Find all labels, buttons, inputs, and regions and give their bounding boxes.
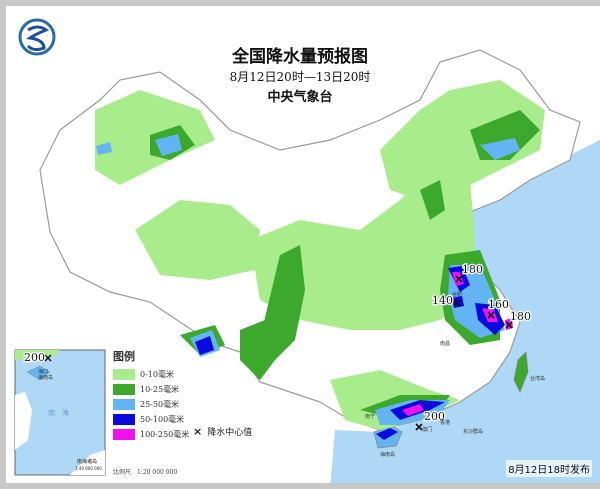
- map-frame: 180 140 160 180 200 广州 香港 澳门 海南岛 东沙群岛 南宁…: [6, 6, 600, 483]
- legend-swatch: [113, 384, 135, 395]
- max-value-label: 140: [432, 294, 453, 307]
- legend-item: 100-250毫米: [113, 427, 273, 442]
- place-label: 海南岛: [38, 374, 53, 381]
- place-label: 合肥: [452, 291, 462, 298]
- place-label: 台湾岛: [530, 375, 545, 382]
- x-mark-icon: ×: [193, 425, 203, 438]
- map-title: 全国降水量预报图: [232, 47, 368, 67]
- sea: [330, 140, 600, 483]
- legend-swatch: [113, 369, 135, 380]
- legend-item: 0-10毫米: [113, 367, 273, 382]
- legend: 图例 0-10毫米 10-25毫米 25-50毫米 50-100毫米 100-2…: [113, 348, 273, 442]
- map-subtitle: 8月12日20时—13日20时: [229, 70, 371, 84]
- legend-center-marker: × 降水中心值: [193, 425, 252, 438]
- place-label: 海南岛: [380, 451, 395, 458]
- legend-item: 10-25毫米: [113, 382, 273, 397]
- max-value-label: 180: [462, 263, 483, 276]
- place-label: 澳门: [422, 426, 432, 433]
- legend-title: 图例: [113, 350, 135, 363]
- legend-label: 25-50毫米: [140, 400, 180, 409]
- issued-time: 8月12日18时发布: [506, 460, 592, 477]
- max-value-label: 160: [488, 298, 509, 311]
- south-china-sea-inset: 200 海口 海南岛 南 海 南海诸岛 1:40 000 000: [14, 349, 106, 476]
- place-label: 海口: [38, 368, 48, 375]
- legend-label: 10-25毫米: [140, 385, 180, 394]
- legend-swatch: [113, 414, 135, 425]
- legend-swatch: [113, 429, 135, 440]
- map-scale: 比例尺 1:20 000 000: [113, 469, 178, 476]
- max-value-label: 200: [424, 410, 445, 423]
- inset-sea-label: 南 海: [48, 408, 69, 417]
- legend-item: 50-100毫米: [113, 412, 273, 427]
- precipitation-map: 180 140 160 180 200 广州 香港 澳门 海南岛 东沙群岛 南宁…: [14, 18, 600, 483]
- legend-label: 0-10毫米: [140, 370, 174, 379]
- hainan-heavy: [376, 428, 398, 440]
- place-label: 香港: [440, 419, 450, 426]
- map-issuer: 中央气象台: [267, 90, 333, 105]
- legend-label: 100-250毫米: [140, 430, 190, 439]
- cma-logo: [18, 18, 56, 56]
- inset-max-value: 200: [24, 351, 45, 364]
- place-label: 南宁: [365, 413, 375, 420]
- taiwan-island: [513, 351, 529, 393]
- inset-title: 南海诸岛: [77, 458, 97, 465]
- legend-swatch: [113, 399, 135, 410]
- max-value-label: 180: [510, 310, 531, 323]
- place-label: 南昌: [440, 340, 450, 347]
- rain-center-markers: [415, 275, 513, 431]
- place-label: 东沙群岛: [463, 428, 483, 435]
- place-label: 广州: [420, 400, 430, 407]
- rain-0-10: [95, 80, 545, 430]
- legend-label: 降水中心值: [207, 428, 253, 438]
- legend-item: 25-50毫米: [113, 397, 273, 412]
- inset-scale: 1:40 000 000: [75, 466, 102, 471]
- legend-label: 50-100毫米: [140, 415, 185, 424]
